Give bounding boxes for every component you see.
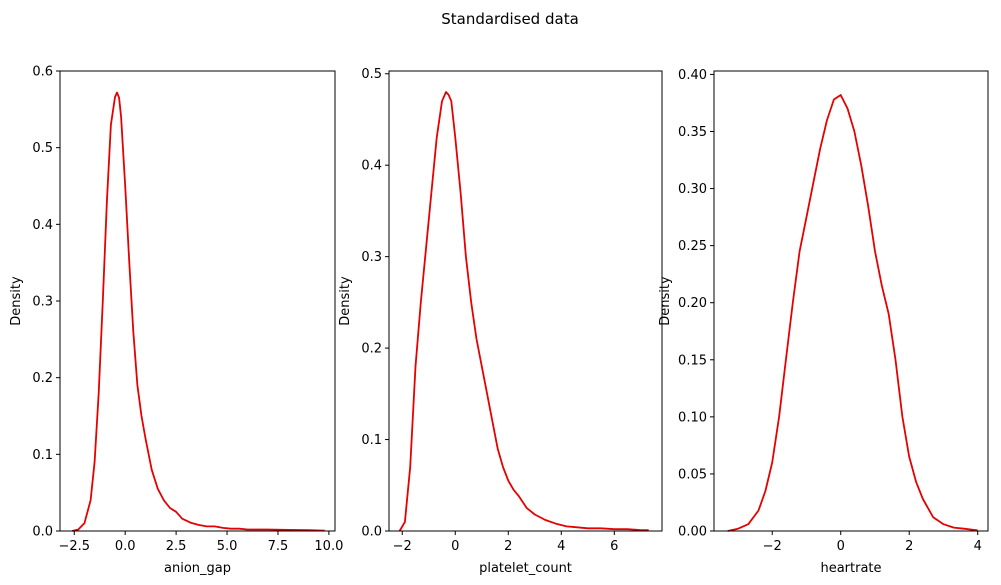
axes-frame xyxy=(59,70,336,532)
y-tick-label: 0.30 xyxy=(678,182,707,197)
density-line xyxy=(398,91,649,532)
y-tick-label: 0.0 xyxy=(361,525,382,540)
axes-frame xyxy=(388,70,663,532)
x-tick-label: 0.0 xyxy=(115,539,136,554)
y-tick-label: 0.35 xyxy=(678,125,707,140)
y-tick-label: 0.25 xyxy=(678,239,707,254)
subplot-3: −2 0 2 4 0.00 0.05 0.10 0.15 0.20 0.25 0.30 0.35 0.4… xyxy=(658,68,989,576)
y-tick-label: 0.1 xyxy=(32,448,53,463)
axes-frame xyxy=(713,70,989,532)
x-tick-label: 7.5 xyxy=(268,539,289,554)
y-tick-label: 0.05 xyxy=(678,467,707,482)
y-axis-label: Density xyxy=(9,276,24,326)
x-tick-label: 6 xyxy=(610,539,618,554)
x-axis-label: anion_gap xyxy=(164,561,231,576)
y-axis-label: Density xyxy=(658,276,673,326)
y-tick-label: 0.3 xyxy=(32,295,53,310)
y-tick-label: 0.15 xyxy=(678,353,707,368)
x-tick-label: 2 xyxy=(504,539,512,554)
subplots: −2.5 0.0 2.5 5.0 7.5 10.0 0.0 0.1 0.2 0.3 0.4 0.5 0.… xyxy=(9,65,989,577)
y-tick-label: 0.4 xyxy=(32,218,53,233)
x-tick-label: 10.0 xyxy=(314,539,343,554)
density-line xyxy=(71,91,325,532)
x-tick-label: −2.5 xyxy=(58,539,90,554)
x-tick-label: 4 xyxy=(974,539,982,554)
density-line xyxy=(727,94,978,532)
y-tick-label: 0.2 xyxy=(32,371,53,386)
subplot-2: −2 0 2 4 6 0.0 0.1 0.2 0.3 0.4 0.5 platelet_count De… xyxy=(338,67,663,576)
y-tick-label: 0.40 xyxy=(678,68,707,83)
y-tick-label: 0.3 xyxy=(361,250,382,265)
x-tick-label: 0 xyxy=(837,539,845,554)
y-tick-label: 0.1 xyxy=(361,433,382,448)
subplot-1: −2.5 0.0 2.5 5.0 7.5 10.0 0.0 0.1 0.2 0.3 0.4 0.5 0.… xyxy=(9,65,343,577)
x-tick-label: 0 xyxy=(451,539,459,554)
x-tick-label: 5.0 xyxy=(217,539,238,554)
x-tick-label: 2 xyxy=(905,539,913,554)
y-axis-label: Density xyxy=(338,276,353,326)
y-tick-label: 0.2 xyxy=(361,342,382,357)
x-tick-label: 4 xyxy=(557,539,565,554)
x-axis-label: platelet_count xyxy=(479,561,572,576)
x-tick-label: −2 xyxy=(393,539,412,554)
y-tick-label: 0.0 xyxy=(32,525,53,540)
y-tick-label: 0.5 xyxy=(361,67,382,82)
y-tick-label: 0.00 xyxy=(678,525,707,540)
x-tick-label: 2.5 xyxy=(166,539,187,554)
x-axis-label: heartrate xyxy=(820,561,881,576)
y-tick-label: 0.20 xyxy=(678,296,707,311)
y-tick-label: 0.5 xyxy=(32,141,53,156)
x-tick-label: −2 xyxy=(763,539,782,554)
y-tick-label: 0.6 xyxy=(32,65,53,80)
y-tick-label: 0.10 xyxy=(678,410,707,425)
figure-title: Standardised data xyxy=(441,10,579,28)
y-tick-label: 0.4 xyxy=(361,159,382,174)
